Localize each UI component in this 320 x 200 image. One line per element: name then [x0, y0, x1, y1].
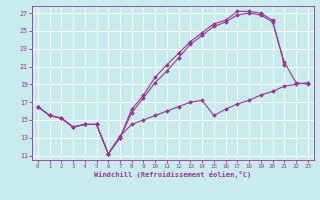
X-axis label: Windchill (Refroidissement éolien,°C): Windchill (Refroidissement éolien,°C) — [94, 171, 252, 178]
